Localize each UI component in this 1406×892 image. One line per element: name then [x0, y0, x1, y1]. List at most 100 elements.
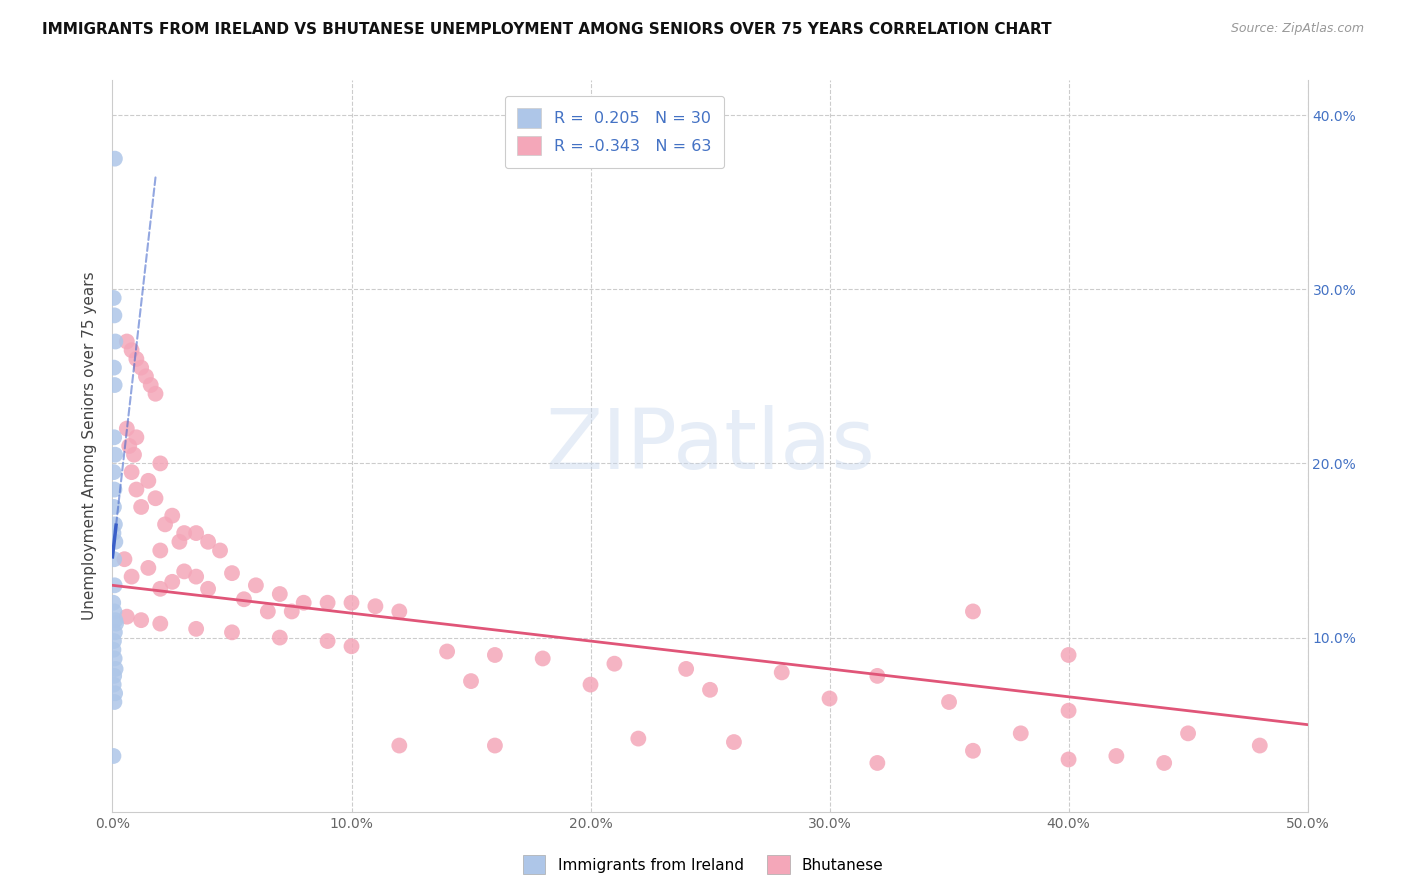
- Point: [104, 448, 127, 462]
- Point: [149, 457, 172, 471]
- Point: [115, 421, 138, 435]
- Point: [121, 465, 143, 479]
- Point: [114, 552, 135, 566]
- Point: [145, 491, 167, 506]
- Point: [388, 739, 411, 753]
- Point: [818, 691, 841, 706]
- Point: [104, 534, 127, 549]
- Point: [103, 749, 125, 764]
- Point: [104, 613, 127, 627]
- Point: [138, 561, 160, 575]
- Point: [627, 731, 650, 746]
- Point: [1153, 756, 1175, 770]
- Point: [115, 609, 138, 624]
- Point: [121, 569, 143, 583]
- Point: [138, 474, 160, 488]
- Point: [135, 369, 157, 384]
- Point: [103, 291, 125, 305]
- Point: [1105, 749, 1128, 764]
- Point: [173, 526, 195, 541]
- Point: [723, 735, 745, 749]
- Point: [115, 334, 138, 349]
- Point: [866, 756, 889, 770]
- Point: [105, 616, 128, 631]
- Y-axis label: Unemployment Among Seniors over 75 years: Unemployment Among Seniors over 75 years: [82, 272, 97, 620]
- Point: [484, 739, 506, 753]
- Point: [104, 152, 127, 166]
- Point: [316, 596, 339, 610]
- Point: [103, 604, 125, 618]
- Point: [118, 439, 141, 453]
- Legend: R =  0.205   N = 30, R = -0.343   N = 63: R = 0.205 N = 30, R = -0.343 N = 63: [505, 95, 724, 168]
- Point: [125, 430, 148, 444]
- Point: [104, 378, 127, 392]
- Point: [281, 604, 304, 618]
- Point: [186, 526, 208, 541]
- Point: [531, 651, 554, 665]
- Point: [103, 634, 125, 648]
- Point: [292, 596, 315, 610]
- Point: [125, 351, 148, 366]
- Point: [103, 360, 125, 375]
- Point: [938, 695, 960, 709]
- Point: [1249, 739, 1271, 753]
- Point: [1057, 752, 1080, 766]
- Point: [103, 483, 125, 497]
- Point: [197, 582, 219, 596]
- Point: [603, 657, 626, 671]
- Point: [436, 644, 458, 658]
- Point: [103, 309, 125, 323]
- Point: [257, 604, 280, 618]
- Point: [460, 674, 482, 689]
- Point: [162, 574, 183, 589]
- Point: [1177, 726, 1199, 740]
- Point: [340, 640, 363, 654]
- Point: [197, 534, 219, 549]
- Point: [579, 677, 602, 691]
- Point: [104, 662, 127, 676]
- Point: [1010, 726, 1032, 740]
- Point: [675, 662, 697, 676]
- Point: [149, 543, 172, 558]
- Point: [121, 343, 143, 358]
- Point: [245, 578, 267, 592]
- Point: [1057, 704, 1080, 718]
- Point: [103, 526, 125, 541]
- Point: [186, 622, 208, 636]
- Point: [316, 634, 339, 648]
- Point: [103, 465, 125, 479]
- Point: [145, 386, 167, 401]
- Point: [149, 616, 172, 631]
- Text: Source: ZipAtlas.com: Source: ZipAtlas.com: [1230, 22, 1364, 36]
- Point: [103, 596, 125, 610]
- Point: [103, 430, 125, 444]
- Point: [269, 587, 291, 601]
- Point: [103, 669, 125, 683]
- Point: [139, 378, 162, 392]
- Point: [149, 582, 172, 596]
- Point: [104, 651, 127, 665]
- Point: [104, 517, 127, 532]
- Point: [103, 695, 125, 709]
- Point: [104, 625, 127, 640]
- Point: [340, 596, 363, 610]
- Point: [169, 534, 191, 549]
- Point: [103, 500, 125, 514]
- Point: [104, 334, 127, 349]
- Point: [209, 543, 232, 558]
- Point: [770, 665, 793, 680]
- Point: [153, 517, 176, 532]
- Point: [186, 569, 208, 583]
- Point: [962, 744, 984, 758]
- Point: [388, 604, 411, 618]
- Point: [962, 604, 984, 618]
- Point: [129, 360, 152, 375]
- Point: [162, 508, 183, 523]
- Point: [173, 565, 195, 579]
- Point: [104, 686, 127, 700]
- Point: [221, 566, 243, 581]
- Legend: Immigrants from Ireland, Bhutanese: Immigrants from Ireland, Bhutanese: [516, 849, 890, 880]
- Point: [221, 625, 243, 640]
- Text: ZIPatlas: ZIPatlas: [546, 406, 875, 486]
- Text: IMMIGRANTS FROM IRELAND VS BHUTANESE UNEMPLOYMENT AMONG SENIORS OVER 75 YEARS CO: IMMIGRANTS FROM IRELAND VS BHUTANESE UNE…: [42, 22, 1052, 37]
